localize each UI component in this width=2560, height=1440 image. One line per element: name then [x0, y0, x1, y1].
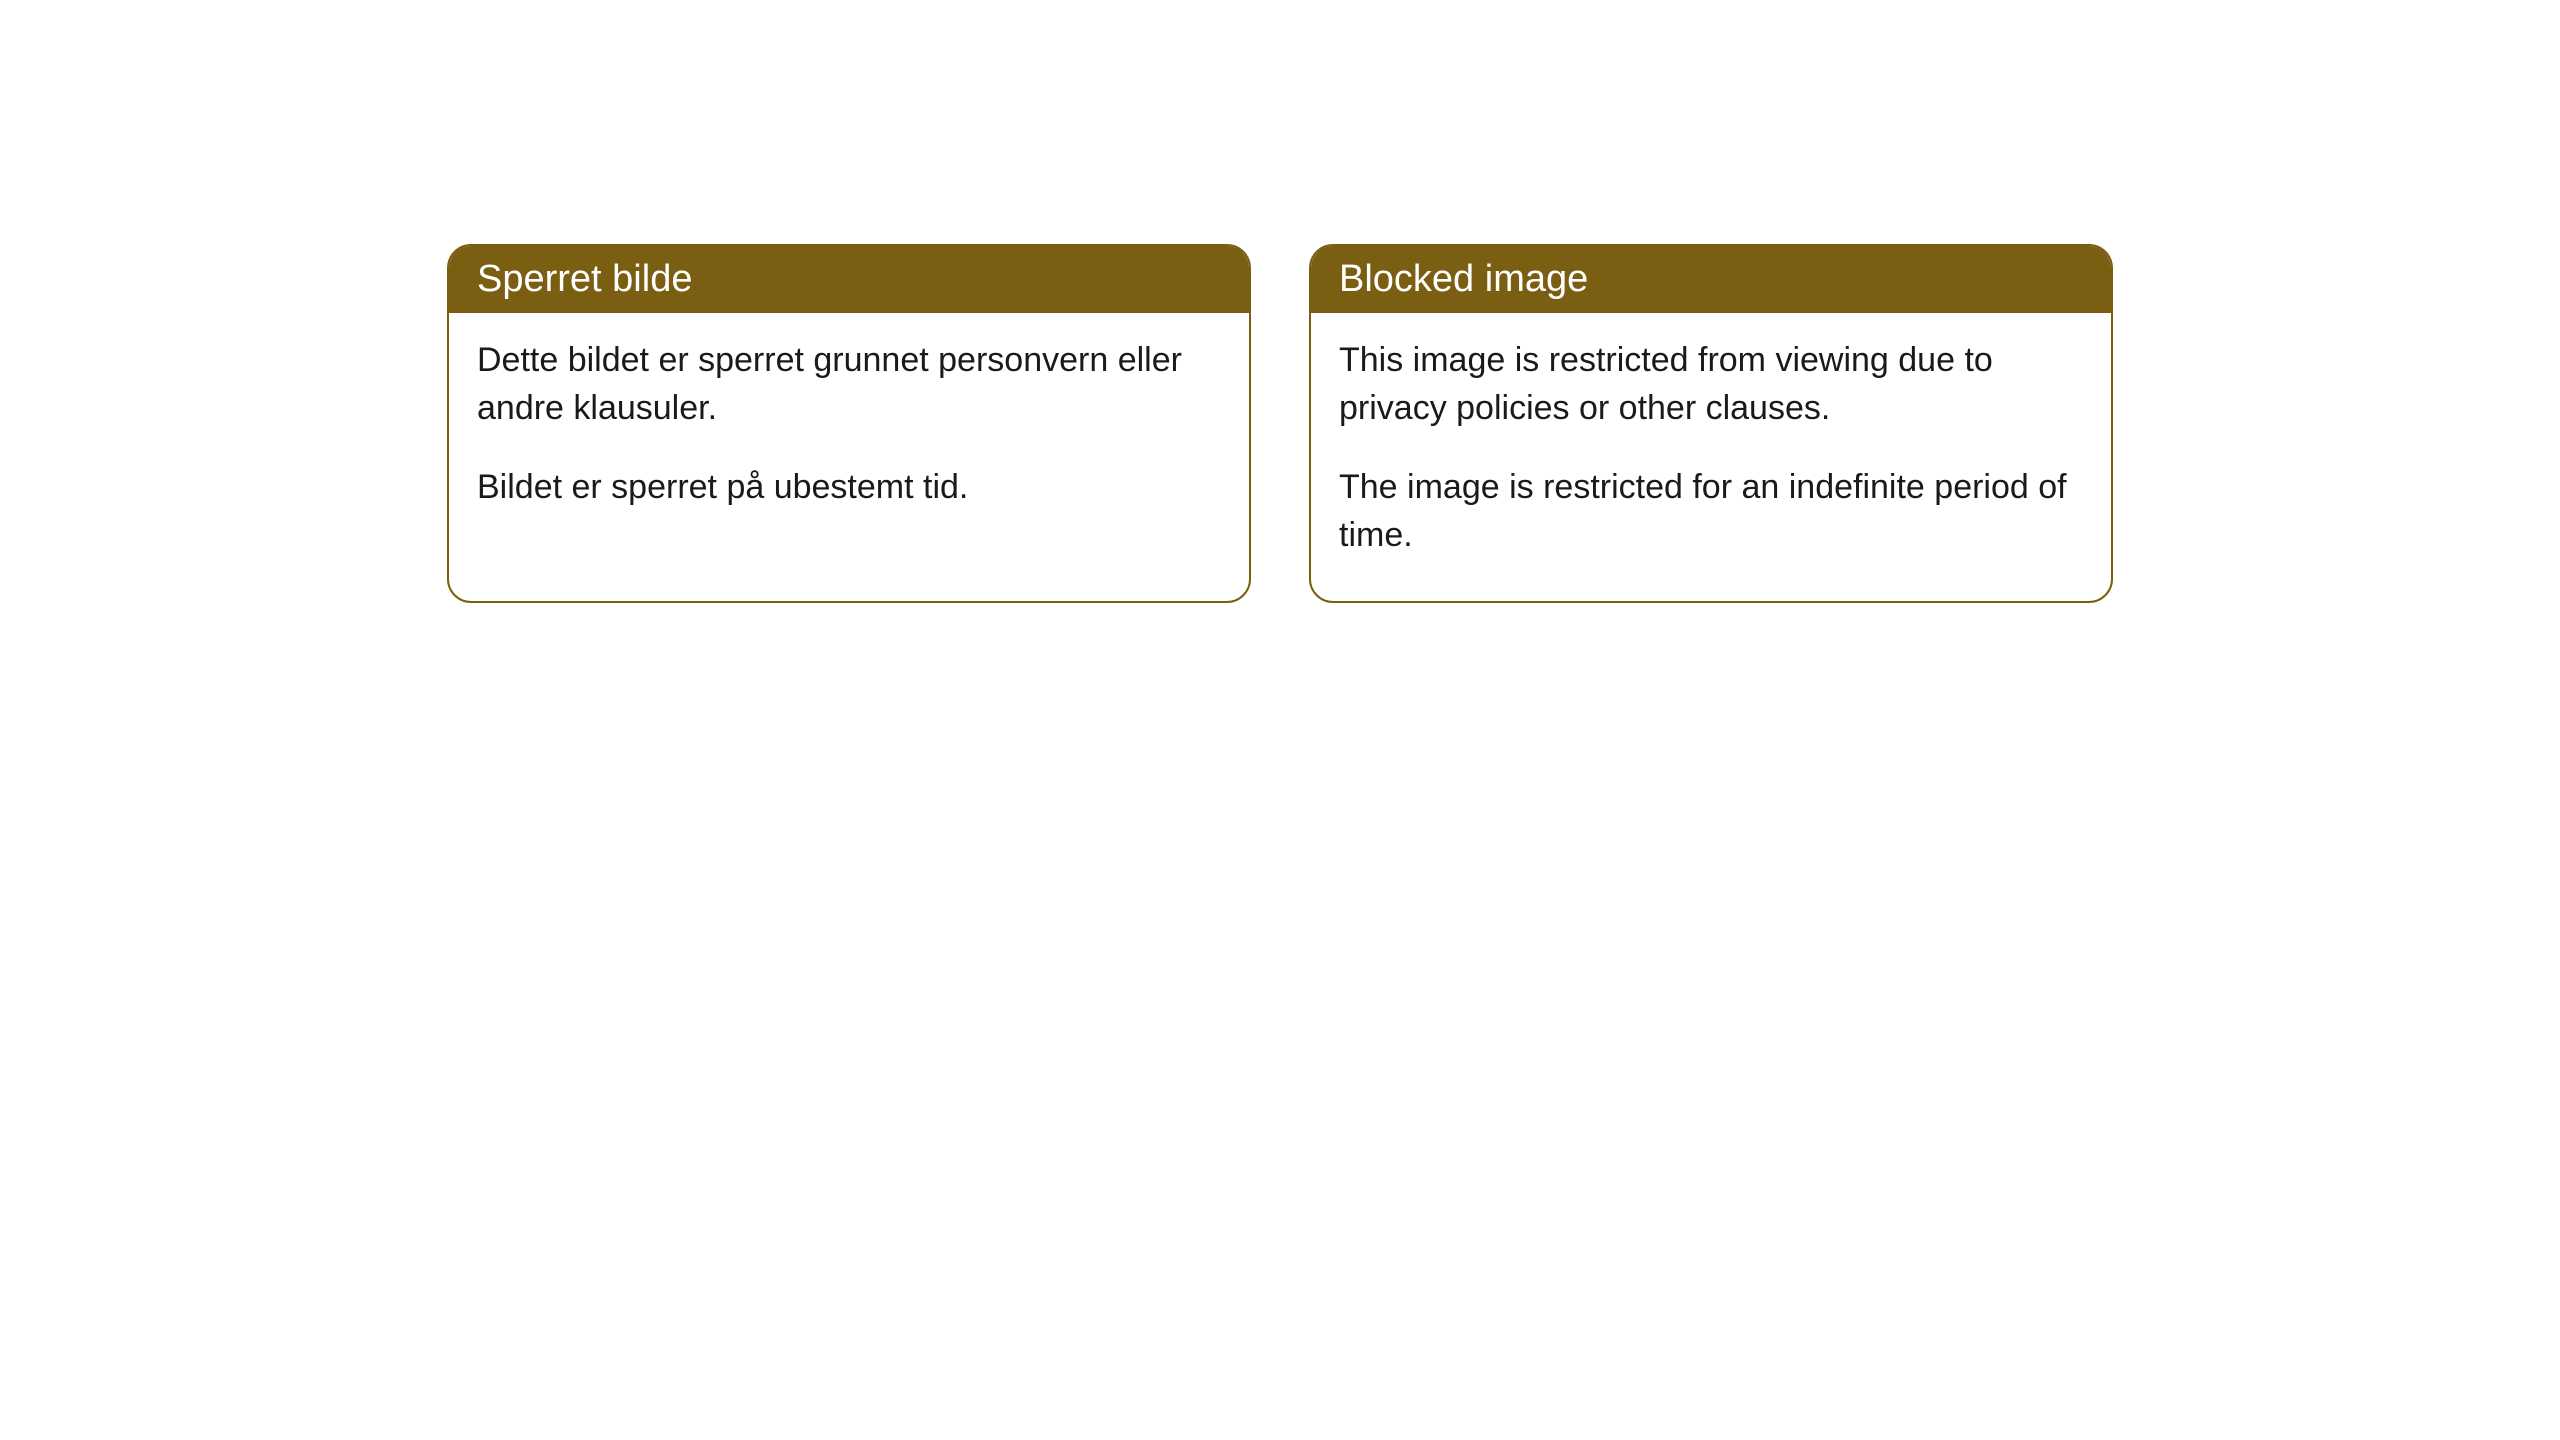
card-body: This image is restricted from viewing du… [1311, 313, 2111, 601]
card-paragraph-1: Dette bildet er sperret grunnet personve… [477, 337, 1221, 432]
card-paragraph-2: The image is restricted for an indefinit… [1339, 464, 2083, 559]
cards-container: Sperret bilde Dette bildet er sperret gr… [447, 244, 2113, 603]
card-paragraph-2: Bildet er sperret på ubestemt tid. [477, 464, 1221, 512]
card-header: Blocked image [1311, 246, 2111, 313]
card-title: Sperret bilde [477, 258, 692, 300]
blocked-image-card-english: Blocked image This image is restricted f… [1309, 244, 2113, 603]
card-header: Sperret bilde [449, 246, 1249, 313]
card-paragraph-1: This image is restricted from viewing du… [1339, 337, 2083, 432]
blocked-image-card-norwegian: Sperret bilde Dette bildet er sperret gr… [447, 244, 1251, 603]
card-title: Blocked image [1339, 258, 1588, 300]
card-body: Dette bildet er sperret grunnet personve… [449, 313, 1249, 554]
